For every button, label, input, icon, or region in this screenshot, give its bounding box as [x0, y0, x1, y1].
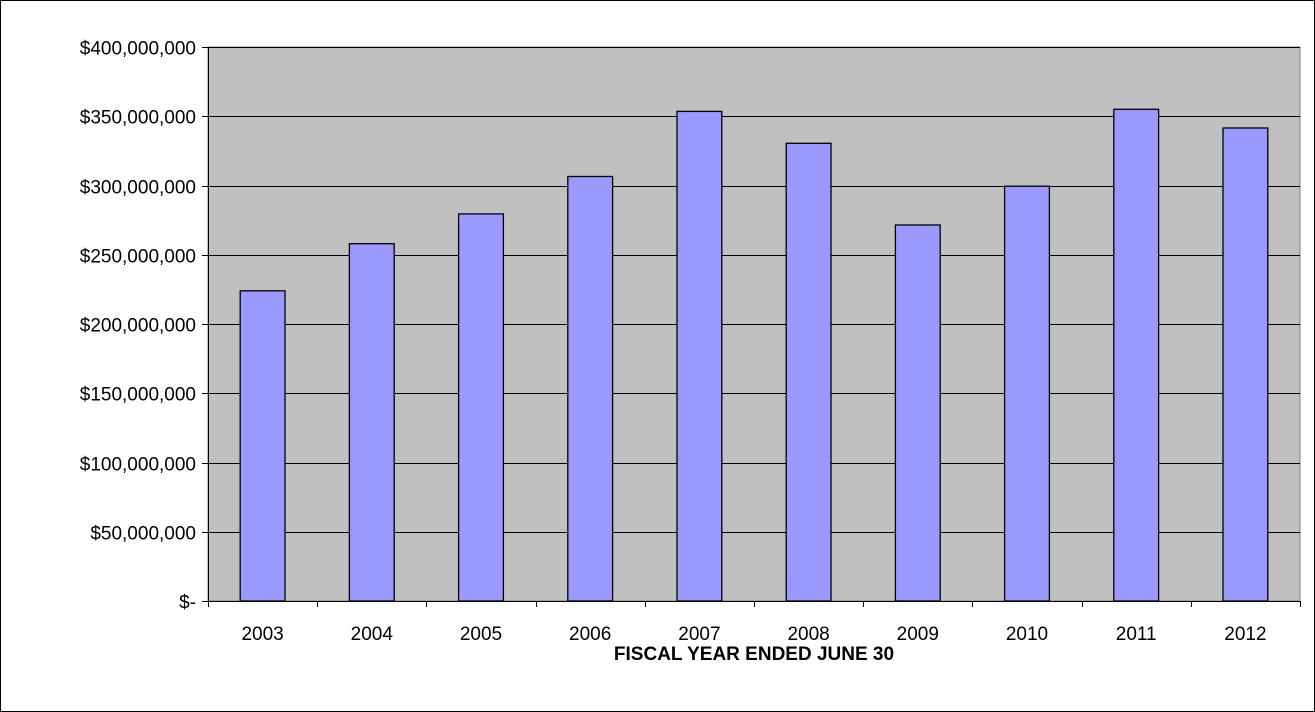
y-tick-label: $400,000,000 [80, 39, 196, 60]
x-tick-label: 2011 [1116, 624, 1157, 645]
y-tick-label: $350,000,000 [80, 108, 196, 129]
y-tick-label: $250,000,000 [80, 247, 196, 268]
bar-2003 [239, 290, 286, 602]
bar-2004 [348, 243, 395, 602]
axes [202, 47, 1301, 607]
x-tick-label: 2007 [678, 624, 720, 645]
x-tick-label: 2009 [897, 624, 939, 645]
bars [239, 108, 1269, 602]
x-tick-label: 2010 [1006, 624, 1048, 645]
x-tick-label: 2012 [1224, 624, 1266, 645]
x-axis-tick-labels: 2003 2004 2005 2006 2007 2008 2009 2010 2011 2012 [241, 624, 1266, 645]
bar-2008 [785, 142, 832, 602]
y-tick-label: $- [179, 593, 196, 614]
y-tick-label: $50,000,000 [90, 524, 196, 545]
bar-2012 [1222, 127, 1269, 602]
y-tick-label: $100,000,000 [80, 455, 196, 476]
x-tick-label: 2003 [241, 624, 283, 645]
x-tick-label: 2004 [351, 624, 394, 645]
bar-2011 [1113, 108, 1160, 602]
bar-2009 [894, 224, 941, 602]
y-tick-label: $200,000,000 [80, 316, 196, 337]
y-tick-label: $300,000,000 [80, 178, 196, 199]
bar-2006 [567, 175, 614, 602]
bar-2010 [1003, 185, 1051, 602]
x-tick-label: 2005 [460, 624, 502, 645]
bar-2007 [676, 110, 723, 602]
x-tick-label: 2008 [787, 624, 829, 645]
x-tick-label: 2006 [569, 624, 611, 645]
x-axis-title: FISCAL YEAR ENDED JUNE 30 [614, 644, 894, 665]
y-axis-tick-labels: $- $50,000,000 $100,000,000 $150,000,000 $20… [80, 39, 196, 614]
y-tick-label: $150,000,000 [80, 385, 196, 406]
bar-2005 [457, 213, 505, 602]
